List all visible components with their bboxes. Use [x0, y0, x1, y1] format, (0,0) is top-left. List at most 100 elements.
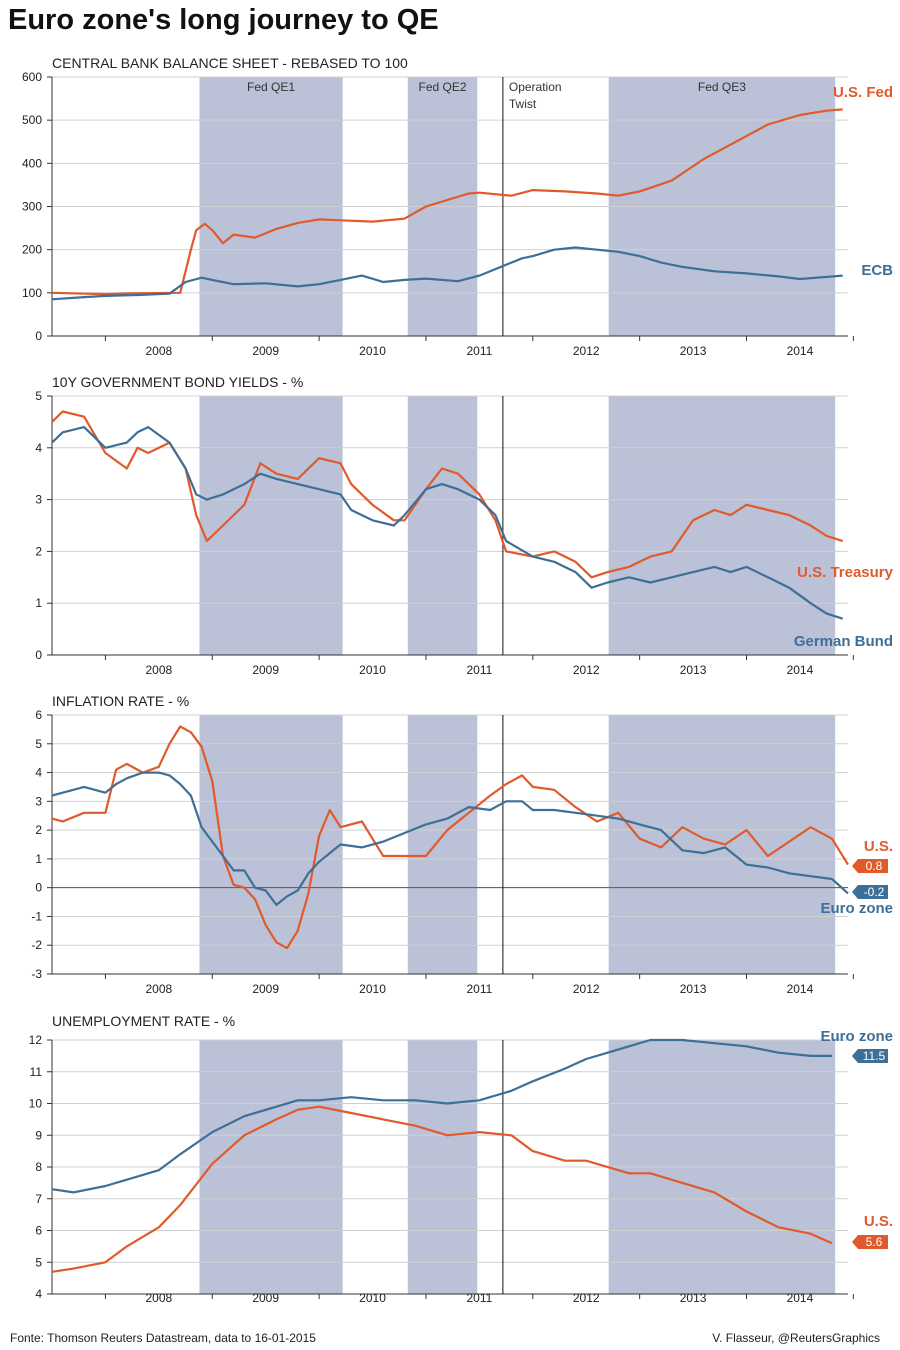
source-note: Fonte: Thomson Reuters Datastream, data … — [10, 1331, 316, 1345]
y-tick-label: 0 — [35, 648, 42, 662]
x-tick-label: 2011 — [466, 982, 492, 996]
series-line-1 — [51, 725, 849, 950]
qe-period-label: Fed QE2 — [419, 80, 467, 94]
series-end-label: German Bund — [794, 633, 893, 650]
qe-shade — [407, 396, 478, 655]
value-badge: 0.8 — [852, 859, 888, 873]
x-tick-label: 2010 — [359, 344, 386, 358]
y-tick-label: 0 — [35, 881, 42, 895]
x-tick-label: 2011 — [466, 1291, 492, 1305]
x-tick-label: 2008 — [145, 1291, 172, 1305]
x-tick-label: 2009 — [252, 982, 279, 996]
y-tick-label: 200 — [22, 243, 42, 257]
operation-twist-label: Twist — [509, 97, 537, 111]
x-tick-label: 2008 — [145, 982, 172, 996]
y-tick-label: 1 — [35, 596, 42, 610]
x-tick-label: 2008 — [145, 663, 172, 677]
operation-twist-label: Operation — [509, 80, 562, 94]
x-tick-label: 2009 — [252, 344, 279, 358]
main-title: Euro zone's long journey to QE — [8, 4, 439, 36]
y-tick-label: 300 — [22, 200, 42, 214]
chart-panel-1: 0 100 200 300 400 500 600 2008 2009 2010 2011 2012 2… — [22, 55, 893, 358]
chart-panel-3: -3 -2 -1 0 1 2 3 4 5 6 2008 2009 2010 2011 2012 2013 201… — [31, 693, 893, 996]
series-end-label: Euro zone — [820, 1028, 893, 1045]
y-tick-label: 500 — [22, 113, 42, 127]
chart-panel-2: 0 1 2 3 4 5 2008 2009 2010 2011 2012 2013 2014 10Y GO… — [35, 374, 893, 677]
x-tick-label: 2009 — [252, 663, 279, 677]
x-tick-label: 2008 — [145, 344, 172, 358]
panel-title: UNEMPLOYMENT RATE - % — [52, 1013, 235, 1029]
value-badge-label: 5.6 — [866, 1235, 883, 1249]
x-tick-label: 2013 — [680, 344, 707, 358]
y-tick-label: -3 — [31, 967, 42, 981]
y-tick-label: 12 — [29, 1033, 43, 1047]
series-end-label: U.S. — [864, 838, 893, 855]
x-tick-label: 2010 — [359, 982, 386, 996]
series-line-2 — [51, 771, 849, 907]
x-tick-label: 2012 — [573, 663, 600, 677]
panel-title: 10Y GOVERNMENT BOND YIELDS - % — [52, 374, 303, 390]
x-tick-label: 2014 — [787, 1291, 814, 1305]
value-badge-label: 11.5 — [863, 1049, 886, 1063]
y-tick-label: 5 — [35, 737, 42, 751]
x-tick-label: 2013 — [680, 1291, 707, 1305]
chart-panel-4: 4 5 6 7 8 9 10 11 12 2008 2009 2010 2011 2012 2013 2014… — [29, 1013, 893, 1305]
series-end-label: U.S. Treasury — [797, 564, 894, 581]
qe-period-label: Fed QE1 — [247, 80, 295, 94]
y-tick-label: 6 — [35, 1224, 42, 1238]
x-tick-label: 2010 — [359, 1291, 386, 1305]
x-tick-label: 2013 — [680, 982, 707, 996]
x-tick-label: 2012 — [573, 982, 600, 996]
y-tick-label: 6 — [35, 708, 42, 722]
y-tick-label: -2 — [31, 938, 42, 952]
series-line-1 — [51, 1038, 832, 1194]
value-badge-shape — [852, 859, 888, 873]
y-tick-label: 8 — [35, 1160, 42, 1174]
panel-title: CENTRAL BANK BALANCE SHEET - REBASED TO … — [52, 55, 408, 71]
y-tick-label: 3 — [35, 493, 42, 507]
y-tick-label: 4 — [35, 766, 42, 780]
y-tick-label: 11 — [30, 1065, 43, 1079]
x-tick-label: 2009 — [252, 1291, 279, 1305]
x-tick-label: 2012 — [573, 344, 600, 358]
value-badge: 11.5 — [852, 1049, 888, 1063]
x-tick-label: 2013 — [680, 663, 707, 677]
y-tick-label: 400 — [22, 156, 42, 170]
credit-note: V. Flasseur, @ReutersGraphics — [712, 1331, 880, 1345]
x-tick-label: 2010 — [359, 663, 386, 677]
value-badge-shape — [852, 1049, 888, 1063]
qe-shade — [407, 715, 478, 974]
y-tick-label: 2 — [35, 544, 42, 558]
panel-title: INFLATION RATE - % — [52, 693, 189, 709]
y-tick-label: 1 — [35, 852, 42, 866]
y-tick-label: 4 — [35, 441, 42, 455]
x-tick-label: 2011 — [466, 663, 492, 677]
y-tick-label: 5 — [35, 389, 42, 403]
y-tick-label: 5 — [35, 1255, 42, 1269]
series-end-label: ECB — [861, 262, 893, 279]
y-tick-label: 0 — [35, 329, 42, 343]
value-badge-label: 0.8 — [866, 859, 883, 873]
y-tick-label: 7 — [35, 1192, 42, 1206]
value-badge-shape — [852, 885, 888, 899]
x-tick-label: 2014 — [787, 982, 814, 996]
value-badge: 5.6 — [852, 1235, 888, 1249]
qe-shade — [199, 396, 343, 655]
x-tick-label: 2011 — [466, 344, 492, 358]
y-tick-label: 600 — [22, 70, 42, 84]
series-line-1 — [51, 108, 843, 296]
value-badge-shape — [852, 1235, 888, 1249]
x-tick-label: 2012 — [573, 1291, 600, 1305]
series-line-2 — [51, 246, 843, 301]
y-tick-label: 9 — [35, 1128, 42, 1142]
value-badge-label: -0.2 — [864, 885, 885, 899]
y-tick-label: 3 — [35, 794, 42, 808]
y-tick-label: 2 — [35, 823, 42, 837]
series-line-2 — [51, 426, 844, 620]
series-line-2 — [51, 1105, 833, 1273]
series-end-label: U.S. Fed — [833, 84, 893, 101]
x-tick-label: 2014 — [787, 663, 814, 677]
series-end-label: U.S. — [864, 1213, 893, 1230]
qe-shade — [199, 715, 343, 974]
